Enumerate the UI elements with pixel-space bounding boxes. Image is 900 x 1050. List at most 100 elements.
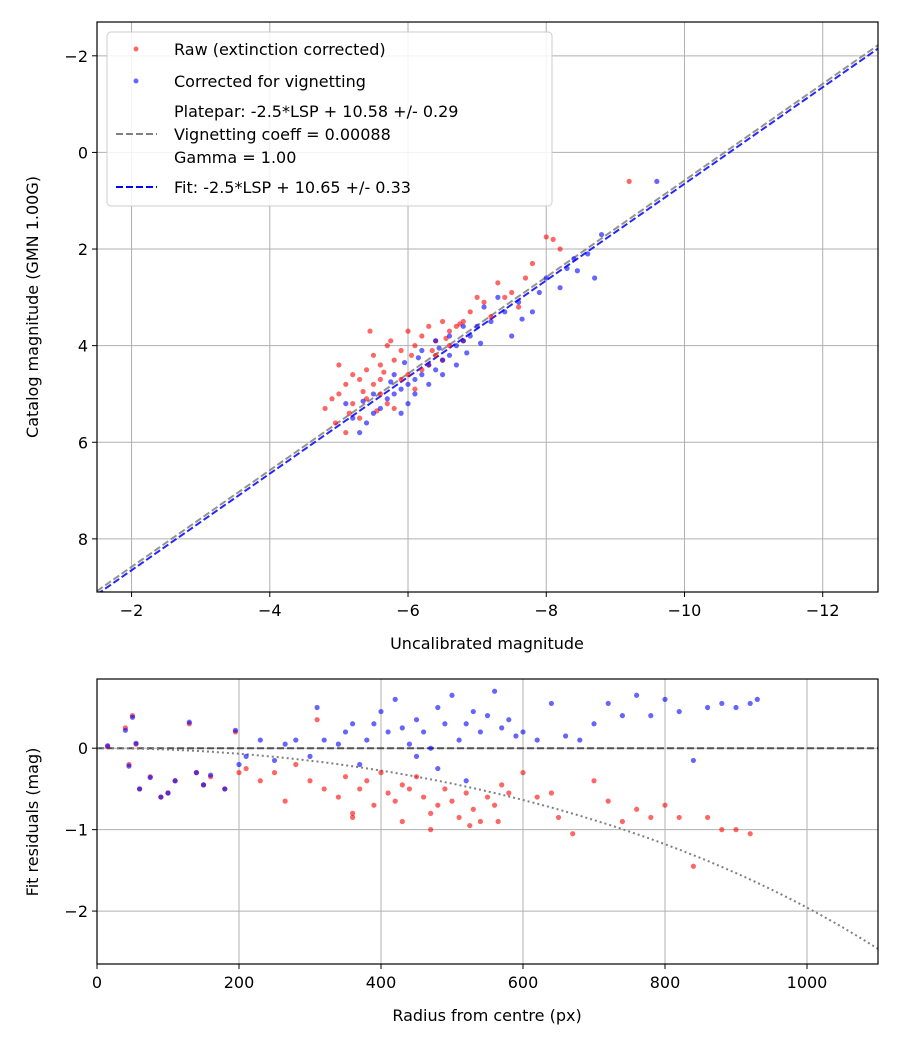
raw-data-point [570, 831, 576, 837]
corrected-data-point [236, 761, 242, 768]
raw-data-point [399, 818, 405, 825]
corrected-data-point [733, 704, 739, 711]
raw-data-point [350, 401, 356, 407]
raw-data-point [426, 323, 432, 329]
corrected-data-point [307, 753, 313, 759]
raw-data-point [357, 786, 363, 792]
corrected-data-point [105, 743, 111, 749]
y-tick-label: −2 [64, 902, 88, 921]
corrected-data-point [293, 737, 299, 743]
corrected-data-point [370, 410, 377, 416]
corrected-data-point [426, 381, 432, 387]
raw-data-point [371, 802, 377, 808]
corrected-data-point [592, 275, 598, 281]
corrected-data-point [519, 316, 525, 322]
x-tick-label: −6 [396, 601, 420, 620]
raw-data-point [676, 814, 682, 821]
top-chart: −2 −4 −6 −8 −10 −12 −2 0 2 4 6 8 Uncalibrated magn… [23, 21, 879, 653]
raw-data-point [509, 289, 515, 296]
corrected-data-point [648, 713, 654, 719]
corrected-data-point [548, 700, 555, 707]
corrected-data-point [433, 338, 439, 344]
corrected-data-point [378, 708, 384, 715]
corrected-data-point [426, 362, 432, 368]
bottom-reference-lines [97, 747, 878, 950]
raw-data-point [428, 827, 434, 833]
raw-data-point [474, 294, 480, 300]
raw-data-point [619, 818, 626, 825]
corrected-data-point [577, 737, 583, 743]
raw-data-point [449, 798, 455, 804]
raw-data-point [413, 774, 420, 780]
corrected-data-point [415, 355, 421, 361]
corrected-data-point [370, 391, 377, 397]
corrected-data-point [193, 770, 199, 776]
raw-data-point [370, 352, 377, 358]
corrected-data-point [439, 357, 446, 363]
raw-data-point [502, 294, 508, 300]
y-tick-label: 6 [78, 433, 88, 452]
corrected-data-point [435, 704, 441, 711]
corrected-data-point [342, 729, 349, 735]
corrected-data-point [463, 778, 469, 784]
corrected-data-point [439, 372, 446, 378]
corrected-data-point [433, 367, 439, 373]
corrected-data-point [126, 763, 132, 769]
corrected-data-point [405, 401, 411, 407]
corrected-data-point [391, 372, 397, 378]
fit-line-platepar [97, 44, 878, 592]
corrected-data-point [605, 700, 611, 707]
corrected-data-point [509, 333, 515, 339]
corrected-data-point [442, 721, 448, 727]
corrected-data-point [147, 774, 153, 781]
corrected-data-point [705, 704, 711, 711]
corrected-data-point [495, 294, 501, 300]
corrected-data-point [662, 696, 668, 702]
bottom-y-ticks: 0 −1 −2 [64, 739, 97, 921]
raw-data-point [555, 814, 562, 821]
corrected-data-point [208, 772, 214, 778]
corrected-data-point [398, 386, 404, 392]
raw-data-point [747, 831, 753, 837]
corrected-data-point [343, 401, 349, 407]
top-y-axis-label: Catalog magnitude (GMN 1.00G) [23, 176, 42, 438]
corrected-data-point [413, 717, 420, 723]
corrected-data-point [571, 256, 577, 262]
raw-data-point [690, 863, 697, 869]
raw-data-point [398, 347, 404, 354]
corrected-data-point [529, 309, 536, 315]
raw-data-point [591, 778, 597, 784]
raw-data-point [557, 246, 563, 252]
corrected-data-point [371, 721, 377, 727]
raw-data-point [350, 810, 356, 816]
top-fit-lines [97, 44, 878, 592]
top-y-ticks: −2 0 2 4 6 8 [64, 47, 97, 549]
raw-data-point [439, 318, 446, 325]
corrected-data-point [446, 333, 453, 339]
x-tick-label: 1000 [787, 973, 828, 992]
corrected-data-point [406, 741, 412, 747]
raw-data-point [405, 372, 411, 378]
corrected-data-point [499, 725, 505, 731]
raw-data-point [516, 304, 522, 310]
top-scatter-points [322, 178, 660, 436]
corrected-data-point [598, 231, 605, 238]
y-tick-label: 0 [78, 739, 88, 758]
top-x-ticks: −2 −4 −6 −8 −10 −12 [120, 592, 840, 620]
corrected-data-point [676, 708, 682, 715]
corrected-data-point [557, 285, 563, 291]
raw-data-point [343, 429, 349, 436]
corrected-data-point [350, 415, 356, 421]
y-tick-label: 0 [78, 143, 88, 162]
raw-data-point [733, 827, 739, 833]
raw-data-point [392, 798, 398, 804]
raw-data-point [388, 338, 394, 344]
bottom-chart: 0 200 400 600 800 1000 0 −1 −2 Radius from cent… [23, 678, 879, 1025]
bottom-scatter-points [105, 688, 760, 869]
y-tick-label: −1 [64, 821, 88, 840]
corrected-data-point [413, 753, 420, 759]
legend-box [106, 31, 553, 207]
corrected-data-point [516, 299, 522, 305]
corrected-data-point [200, 782, 207, 788]
raw-data-point [257, 778, 263, 784]
